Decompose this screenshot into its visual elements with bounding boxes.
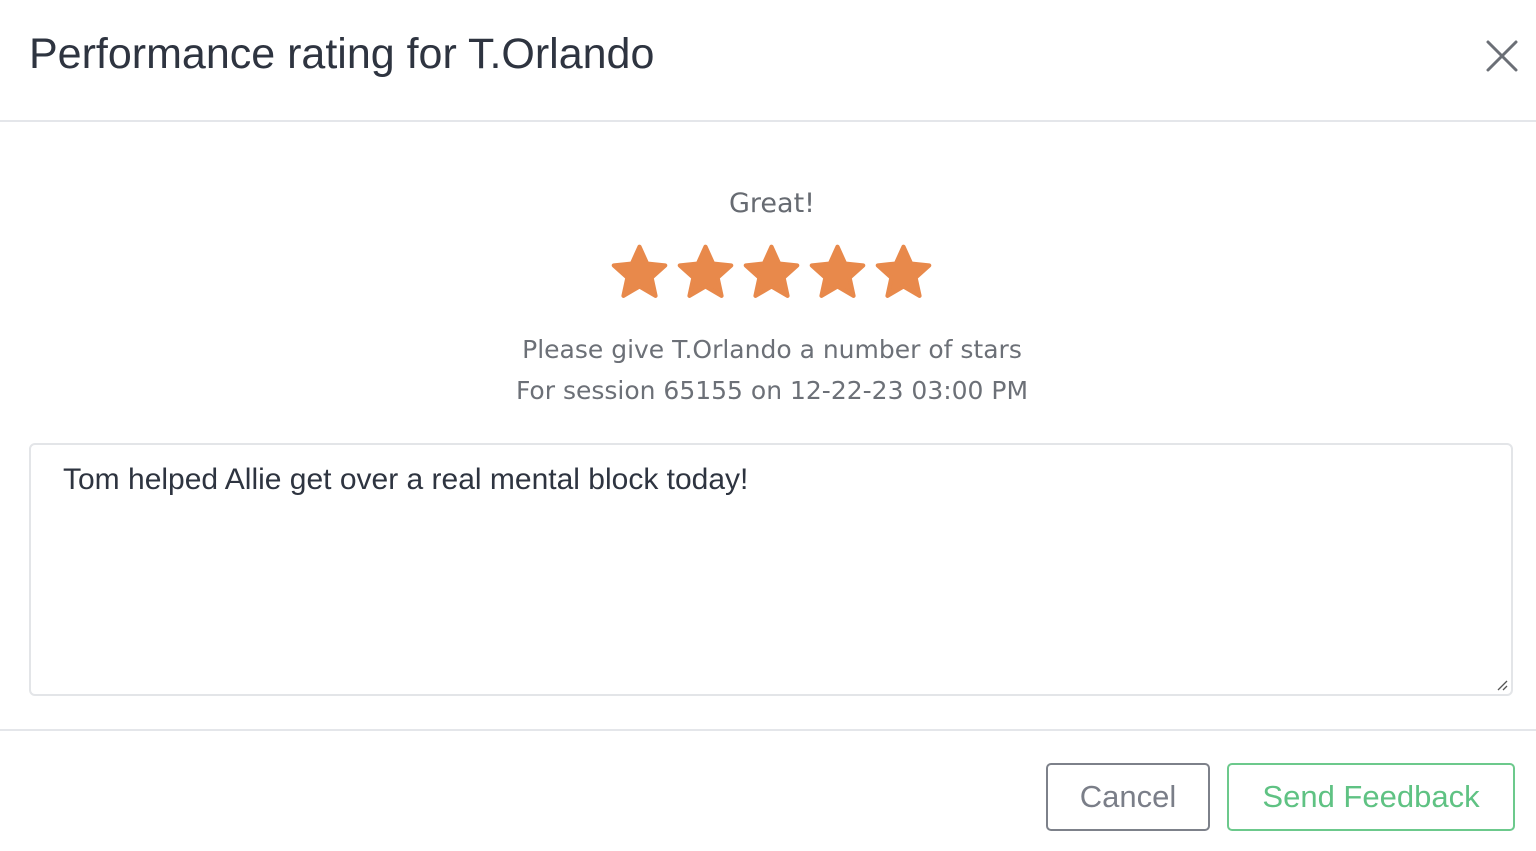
star-icon[interactable] [608,241,671,304]
footer-divider [0,729,1536,731]
dialog-title: Performance rating for T.Orlando [29,30,655,78]
feedback-textarea[interactable]: Tom helped Allie get over a real mental … [29,443,1513,696]
star-icon[interactable] [740,241,803,304]
dialog-header: Performance rating for T.Orlando [0,0,1536,122]
star-icon[interactable] [806,241,869,304]
resize-grip-icon[interactable] [1496,679,1508,691]
star-rating[interactable] [608,241,935,304]
send-feedback-button[interactable]: Send Feedback [1227,763,1515,831]
star-icon[interactable] [674,241,737,304]
session-info: For session 65155 on 12-22-23 03:00 PM [515,376,1029,405]
rating-label: Great! [729,188,815,219]
cancel-button[interactable]: Cancel [1046,763,1210,831]
feedback-text: Tom helped Allie get over a real mental … [63,463,749,496]
rating-prompt: Please give T.Orlando a number of stars [522,335,1022,364]
star-icon[interactable] [872,241,935,304]
close-icon[interactable] [1480,34,1524,78]
